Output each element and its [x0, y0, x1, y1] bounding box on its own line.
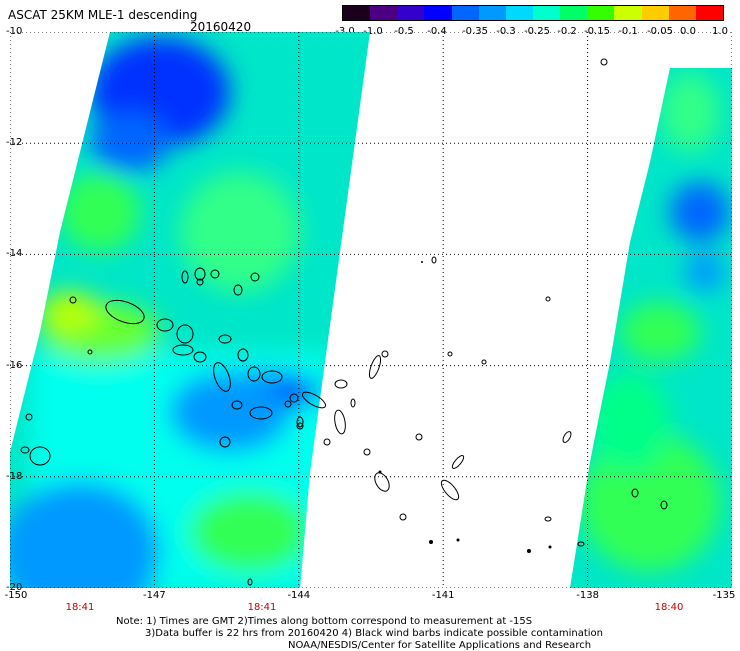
product-title: ASCAT 25KM MLE-1 descending	[8, 8, 198, 22]
longitude-label: -150	[4, 590, 28, 601]
time-label: 18:41	[247, 602, 277, 613]
color-scale-label: -0.5	[394, 26, 414, 37]
color-scale-segment	[397, 6, 425, 20]
color-scale-label: -0.05	[647, 26, 673, 37]
color-scale-segment	[695, 6, 723, 20]
color-scale-label: -3.0	[335, 26, 355, 37]
longitude-label: -141	[431, 590, 455, 601]
color-scale-label: -0.15	[584, 26, 610, 37]
footnote-line-1: Note: 1) Times are GMT 2)Times along bot…	[116, 616, 533, 627]
time-label: 18:40	[654, 602, 684, 613]
color-scale-segment	[587, 6, 615, 20]
color-scale-label: 0.0	[680, 26, 696, 37]
color-scale-segment	[478, 6, 506, 20]
color-scale-label: -0.4	[427, 26, 447, 37]
color-scale-segment	[560, 6, 588, 20]
latitude-label: -10	[6, 26, 23, 37]
footnote-line-3: NOAA/NESDIS/Center for Satellite Applica…	[288, 640, 592, 651]
color-scale-segment	[451, 6, 479, 20]
latitude-label: -20	[6, 582, 23, 593]
longitude-label: -138	[576, 590, 599, 601]
color-scale-segment	[505, 6, 533, 20]
color-scale-segment	[424, 6, 452, 20]
color-scale-segment	[641, 6, 669, 20]
left-swath	[10, 32, 370, 588]
color-scale-label: -0.1	[618, 26, 638, 37]
longitude-label: -147	[143, 590, 166, 601]
color-scale-label: -0.25	[524, 26, 550, 37]
latitude-label: -16	[6, 359, 23, 371]
right-swath	[570, 68, 732, 588]
latitude-label: -12	[6, 137, 23, 149]
color-scale-label: -1.0	[363, 26, 383, 37]
color-scale-segment	[532, 6, 561, 20]
island-outlines	[20, 58, 668, 586]
latitude-label: -14	[6, 248, 23, 260]
color-scale-label: 1.0	[712, 26, 728, 37]
latitude-label: -18	[6, 470, 23, 482]
time-label: 18:41	[65, 602, 95, 613]
color-scale-segment	[668, 6, 696, 20]
color-scale-segment	[370, 6, 398, 20]
color-scale-bar	[342, 5, 724, 21]
longitude-label: -135	[712, 590, 736, 601]
footnote-line-2: 3)Data buffer is 22 hrs from 20160420 4)…	[145, 628, 603, 639]
color-scale-segment	[614, 6, 642, 20]
product-date: 20160420	[190, 20, 252, 34]
land-points	[378, 261, 552, 553]
map-plot[interactable]	[10, 32, 732, 588]
longitude-label: -144	[287, 590, 311, 601]
color-scale-segment	[343, 6, 371, 20]
